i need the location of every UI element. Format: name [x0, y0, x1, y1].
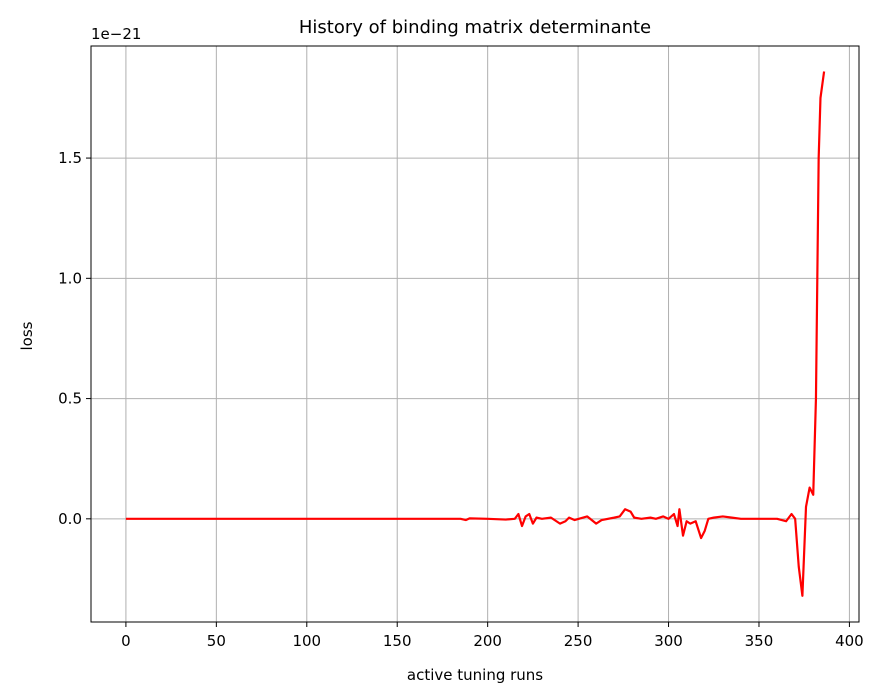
x-tick-label: 250 — [564, 632, 593, 650]
x-tick-label: 350 — [745, 632, 774, 650]
x-tick-label: 200 — [473, 632, 502, 650]
y-tick-label: 1.5 — [58, 149, 82, 167]
x-tick-label: 150 — [383, 632, 412, 650]
chart-title: History of binding matrix determinante — [299, 17, 651, 38]
y-tick-label: 0.5 — [58, 390, 82, 408]
y-offset-label: 1e−21 — [91, 25, 141, 43]
x-tick-label: 300 — [654, 632, 683, 650]
plot-frame — [90, 45, 860, 623]
x-tick-label: 50 — [207, 632, 226, 650]
y-tick-label: 0.0 — [58, 510, 82, 528]
x-tick-label: 400 — [835, 632, 864, 650]
x-tick-label: 0 — [121, 632, 131, 650]
x-axis-label: active tuning runs — [407, 666, 543, 684]
x-tick-label: 100 — [292, 632, 321, 650]
y-axis-label: loss — [18, 321, 36, 350]
data-line — [125, 71, 826, 597]
y-tick-label: 1.0 — [58, 269, 82, 287]
